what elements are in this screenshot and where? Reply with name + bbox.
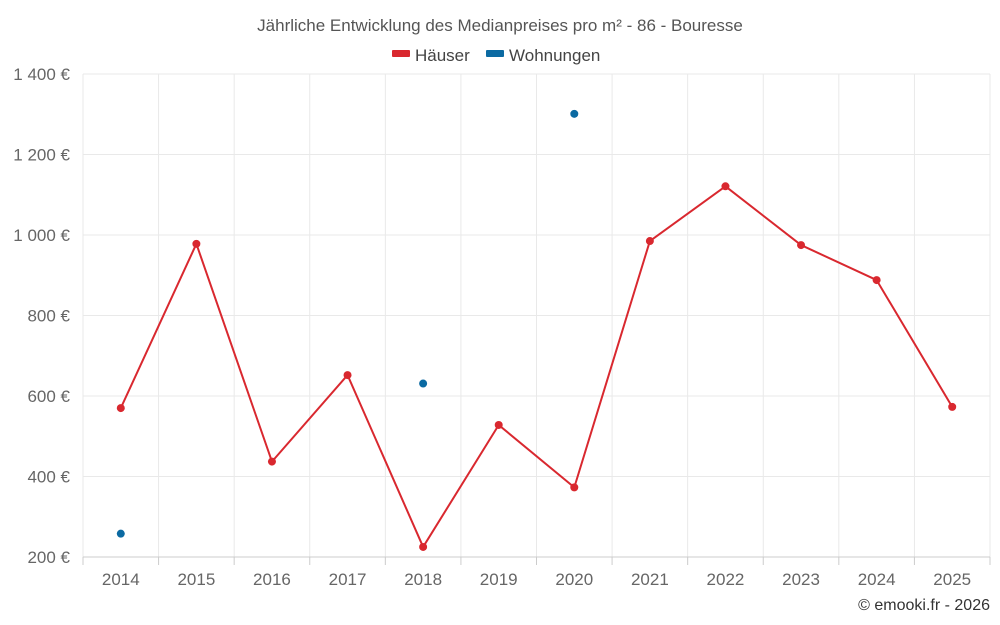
y-tick-label: 1 200 € [13,146,70,165]
x-tick-label: 2025 [933,570,971,589]
x-tick-label: 2016 [253,570,291,589]
chart-title: Jährliche Entwicklung des Medianpreises … [257,16,743,35]
grid [82,73,991,557]
legend-swatch [486,50,504,57]
series-line [119,185,954,548]
data-point [116,404,125,413]
credit-text: © emooki.fr - 2026 [858,597,990,614]
x-tick-label: 2022 [707,570,745,589]
legend-item: Wohnungen [486,46,600,65]
y-tick-label: 1 000 € [13,226,70,245]
x-tick-label: 2017 [329,570,367,589]
data-point [570,109,579,118]
data-point [267,457,276,466]
x-tick-label: 2021 [631,570,669,589]
data-point [494,420,503,429]
data-point [948,402,957,411]
data-point [797,241,806,250]
plot-area [116,109,957,551]
data-point [116,529,125,538]
series-haeuser [116,182,957,551]
legend-label: Häuser [415,46,470,65]
legend-swatch [392,50,410,57]
data-point [419,542,428,551]
y-tick-label: 800 € [27,307,70,326]
x-tick-label: 2015 [177,570,215,589]
x-tick-label: 2023 [782,570,820,589]
x-tick-label: 2014 [102,570,140,589]
y-tick-label: 400 € [27,468,70,487]
x-tick-label: 2019 [480,570,518,589]
axes: 200 € 400 € 600 € 800 € 1 000 € 1 200 € 1 400 … [13,65,991,589]
data-point [192,239,201,248]
data-point [645,237,654,246]
x-tick-label: 2024 [858,570,896,589]
series-wohnungen [116,109,579,538]
data-point [419,379,428,388]
y-tick-label: 200 € [27,548,70,567]
data-point [872,276,881,285]
y-tick-label: 1 400 € [13,65,70,84]
legend-item: Häuser [392,46,470,65]
data-point [570,483,579,492]
y-tick-label: 600 € [27,387,70,406]
legend-label: Wohnungen [509,46,600,65]
data-point [343,371,352,380]
x-tick-label: 2018 [404,570,442,589]
data-point [721,182,730,191]
x-tick-label: 2020 [555,570,593,589]
legend: Häuser Wohnungen [392,46,600,65]
